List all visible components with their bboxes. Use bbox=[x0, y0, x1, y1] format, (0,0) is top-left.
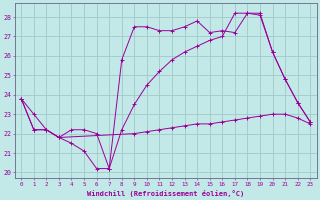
X-axis label: Windchill (Refroidissement éolien,°C): Windchill (Refroidissement éolien,°C) bbox=[87, 190, 244, 197]
